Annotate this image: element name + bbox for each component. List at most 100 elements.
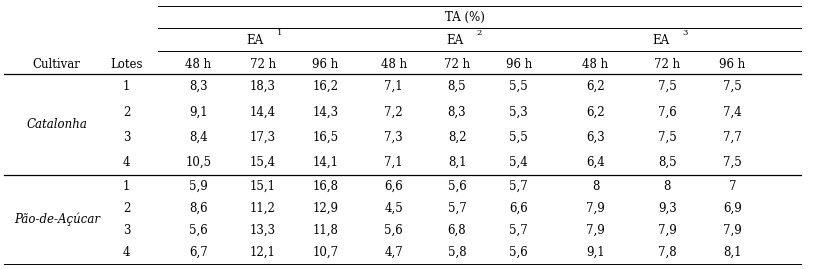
Text: 5,5: 5,5: [510, 80, 528, 93]
Text: 7,9: 7,9: [658, 224, 676, 237]
Text: 7,1: 7,1: [384, 156, 403, 169]
Text: 10,5: 10,5: [185, 156, 212, 169]
Text: 5,8: 5,8: [448, 246, 466, 259]
Text: 4: 4: [123, 156, 130, 169]
Text: 1: 1: [277, 29, 282, 37]
Text: 6,2: 6,2: [586, 80, 605, 93]
Text: 7,8: 7,8: [658, 246, 676, 259]
Text: 5,6: 5,6: [448, 180, 466, 193]
Text: 11,8: 11,8: [312, 224, 339, 237]
Text: 7,2: 7,2: [384, 105, 403, 119]
Text: 8,1: 8,1: [723, 246, 741, 259]
Text: 8,3: 8,3: [448, 105, 466, 119]
Text: 7,4: 7,4: [723, 105, 741, 119]
Text: 7,9: 7,9: [586, 224, 605, 237]
Text: 16,2: 16,2: [312, 80, 339, 93]
Text: Catalonha: Catalonha: [27, 118, 87, 131]
Text: 14,1: 14,1: [312, 156, 339, 169]
Text: 7,3: 7,3: [384, 131, 403, 144]
Text: 8: 8: [664, 180, 671, 193]
Text: 7,5: 7,5: [723, 156, 741, 169]
Text: 10,7: 10,7: [312, 246, 339, 259]
Text: 2: 2: [123, 105, 130, 119]
Text: 6,2: 6,2: [586, 105, 605, 119]
Text: 72 h: 72 h: [249, 58, 276, 70]
Text: Cultivar: Cultivar: [33, 58, 81, 71]
Text: 2: 2: [477, 29, 482, 37]
Text: 8,3: 8,3: [189, 80, 208, 93]
Text: EA: EA: [246, 34, 264, 47]
Text: 8,6: 8,6: [189, 202, 208, 215]
Text: 8,1: 8,1: [448, 156, 466, 169]
Text: 14,4: 14,4: [249, 105, 276, 119]
Text: 6,6: 6,6: [510, 202, 528, 215]
Text: Lotes: Lotes: [111, 58, 143, 71]
Text: 1: 1: [123, 80, 130, 93]
Text: 48 h: 48 h: [380, 58, 407, 70]
Text: 3: 3: [683, 29, 688, 37]
Text: 8,4: 8,4: [189, 131, 208, 144]
Text: 5,6: 5,6: [510, 246, 528, 259]
Text: 4,7: 4,7: [384, 246, 403, 259]
Text: 72 h: 72 h: [444, 58, 470, 70]
Text: 11,2: 11,2: [249, 202, 276, 215]
Text: 5,7: 5,7: [448, 202, 466, 215]
Text: 6,9: 6,9: [723, 202, 741, 215]
Text: 8,2: 8,2: [448, 131, 466, 144]
Text: 16,8: 16,8: [312, 180, 339, 193]
Text: 7,5: 7,5: [658, 131, 676, 144]
Text: 9,1: 9,1: [189, 105, 208, 119]
Text: 15,4: 15,4: [249, 156, 276, 169]
Text: 96 h: 96 h: [719, 58, 746, 70]
Text: 1: 1: [123, 180, 130, 193]
Text: 6,8: 6,8: [448, 224, 466, 237]
Text: 7,6: 7,6: [658, 105, 676, 119]
Text: Pão-de-Açúcar: Pão-de-Açúcar: [13, 213, 100, 226]
Text: 8: 8: [592, 180, 599, 193]
Text: 4: 4: [123, 246, 130, 259]
Text: 5,6: 5,6: [189, 224, 208, 237]
Text: 9,3: 9,3: [658, 202, 676, 215]
Text: 16,5: 16,5: [312, 131, 339, 144]
Text: 6,4: 6,4: [586, 156, 605, 169]
Text: TA (%): TA (%): [445, 11, 485, 24]
Text: 6,7: 6,7: [189, 246, 208, 259]
Text: EA: EA: [446, 34, 464, 47]
Text: 13,3: 13,3: [249, 224, 276, 237]
Text: 72 h: 72 h: [654, 58, 681, 70]
Text: 5,7: 5,7: [510, 224, 528, 237]
Text: 7,5: 7,5: [658, 80, 676, 93]
Text: 5,4: 5,4: [510, 156, 528, 169]
Text: 4,5: 4,5: [384, 202, 403, 215]
Text: 15,1: 15,1: [249, 180, 276, 193]
Text: 7,9: 7,9: [723, 224, 741, 237]
Text: 3: 3: [123, 224, 130, 237]
Text: 7,9: 7,9: [586, 202, 605, 215]
Text: 7: 7: [729, 180, 736, 193]
Text: 17,3: 17,3: [249, 131, 276, 144]
Text: 7,1: 7,1: [384, 80, 403, 93]
Text: 7,7: 7,7: [723, 131, 741, 144]
Text: 5,3: 5,3: [510, 105, 528, 119]
Text: 5,6: 5,6: [384, 224, 403, 237]
Text: 48 h: 48 h: [185, 58, 212, 70]
Text: 6,6: 6,6: [384, 180, 403, 193]
Text: 18,3: 18,3: [249, 80, 276, 93]
Text: 48 h: 48 h: [582, 58, 609, 70]
Text: 96 h: 96 h: [505, 58, 532, 70]
Text: 6,3: 6,3: [586, 131, 605, 144]
Text: 5,7: 5,7: [510, 180, 528, 193]
Text: EA: EA: [652, 34, 670, 47]
Text: 12,1: 12,1: [249, 246, 276, 259]
Text: 2: 2: [123, 202, 130, 215]
Text: 96 h: 96 h: [312, 58, 339, 70]
Text: 3: 3: [123, 131, 130, 144]
Text: 8,5: 8,5: [448, 80, 466, 93]
Text: 5,9: 5,9: [189, 180, 208, 193]
Text: 8,5: 8,5: [658, 156, 676, 169]
Text: 9,1: 9,1: [586, 246, 605, 259]
Text: 12,9: 12,9: [312, 202, 339, 215]
Text: 7,5: 7,5: [723, 80, 741, 93]
Text: 14,3: 14,3: [312, 105, 339, 119]
Text: 5,5: 5,5: [510, 131, 528, 144]
